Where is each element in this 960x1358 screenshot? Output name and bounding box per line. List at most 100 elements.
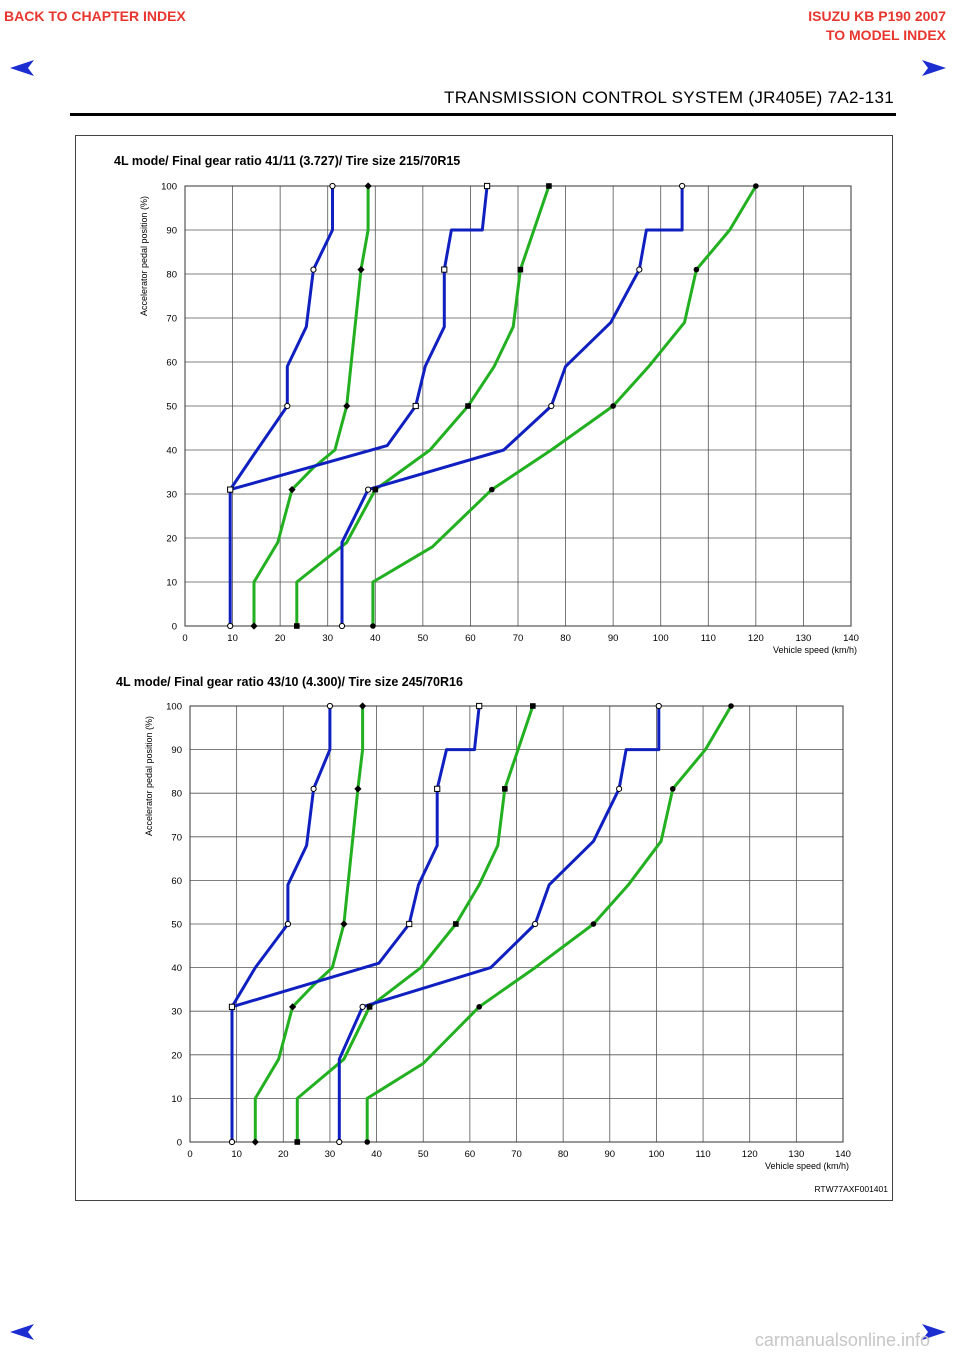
series-line-5 <box>340 186 684 626</box>
data-point <box>669 786 676 792</box>
model-title-link[interactable]: ISUZU KB P190 2007 <box>808 8 946 24</box>
data-point <box>370 623 376 629</box>
x-tick-label: 20 <box>275 633 286 644</box>
series-line-1 <box>228 186 334 626</box>
shift-chart-2: 0 10 20 30 40 50 60 70 80 90 100 110 120 130 140 0 10 20 3… <box>116 675 851 1171</box>
x-tick-label: 80 <box>560 633 571 644</box>
data-point <box>251 1138 259 1146</box>
y-tick-label: 100 <box>161 182 177 193</box>
y-tick-label: 70 <box>166 314 177 325</box>
x-tick-label: 40 <box>371 1149 382 1160</box>
plot-frame <box>189 705 844 1143</box>
x-tick-label: 130 <box>788 1149 804 1160</box>
x-tick-label: 70 <box>511 1149 522 1160</box>
x-tick-label: 20 <box>278 1149 289 1160</box>
data-point <box>441 266 448 273</box>
series-line-2 <box>252 186 370 626</box>
x-tick-label: 50 <box>418 633 429 644</box>
series-line-5 <box>337 706 661 1142</box>
data-point <box>693 266 700 273</box>
next-page-arrow-icon[interactable] <box>920 58 948 78</box>
x-tick-label: 130 <box>795 633 811 644</box>
data-point <box>679 182 686 190</box>
x-tick-label: 120 <box>748 633 764 644</box>
data-point <box>358 702 367 710</box>
data-point <box>548 402 555 410</box>
x-tick-label: 120 <box>742 1149 758 1160</box>
watermark: carmanualsonline.info <box>754 1330 930 1350</box>
y-tick-label: 0 <box>177 1138 182 1149</box>
x-tick-label: 140 <box>835 1149 851 1160</box>
x-tick-label: 10 <box>227 633 238 644</box>
y-tick-label: 60 <box>171 876 182 887</box>
chart-title: 4L mode/ Final gear ratio 43/10 (4.300)/… <box>116 675 463 689</box>
shift-chart-1: 0 10 20 30 40 50 60 70 80 90 100 110 120 130 140 0 10 20 3… <box>114 154 859 655</box>
data-point <box>289 1003 297 1011</box>
data-point <box>329 182 336 190</box>
x-tick-label: 100 <box>653 633 669 644</box>
x-tick-label: 50 <box>418 1149 429 1160</box>
data-point <box>590 921 597 927</box>
model-index-link[interactable]: TO MODEL INDEX <box>825 27 946 43</box>
data-point <box>326 702 334 710</box>
data-point <box>227 486 234 493</box>
data-point <box>288 486 296 494</box>
x-axis-label: Vehicle speed (km/h) <box>765 1161 849 1171</box>
y-tick-label: 90 <box>171 745 182 756</box>
previous-page-arrow-icon-bottom[interactable] <box>8 1322 36 1342</box>
data-point <box>372 486 379 493</box>
series-line-3 <box>229 185 489 492</box>
data-point <box>359 1003 366 1010</box>
y-tick-label: 20 <box>166 534 177 545</box>
data-point <box>294 1139 301 1145</box>
x-axis-label: Vehicle speed (km/h) <box>773 645 857 655</box>
data-point <box>434 785 441 792</box>
y-tick-label: 20 <box>171 1050 182 1061</box>
data-point <box>364 182 372 190</box>
y-tick-label: 90 <box>166 226 177 237</box>
y-tick-label: 10 <box>166 578 177 589</box>
chart-title: 4L mode/ Final gear ratio 41/11 (3.727)/… <box>114 154 460 168</box>
y-tick-label: 100 <box>166 702 182 713</box>
next-page-arrow-icon-bottom[interactable] <box>920 1322 948 1342</box>
plot-frame <box>184 185 852 627</box>
x-tick-label: 10 <box>231 1149 242 1160</box>
x-tick-label: 40 <box>370 633 381 644</box>
data-point <box>546 183 552 189</box>
y-tick-label: 40 <box>166 446 177 457</box>
series-line-1 <box>230 706 332 1142</box>
series-line-4 <box>295 705 535 1142</box>
header-rule <box>70 113 896 116</box>
data-point <box>284 402 291 410</box>
y-tick-label: 30 <box>166 490 177 501</box>
x-tick-label: 70 <box>513 633 524 644</box>
x-tick-label: 30 <box>322 633 333 644</box>
data-point <box>655 702 662 710</box>
section-title: TRANSMISSION CONTROL SYSTEM (JR405E) 7A2… <box>444 88 894 107</box>
series-line-4 <box>295 185 551 626</box>
data-point <box>310 266 317 273</box>
data-point <box>310 785 317 792</box>
x-tick-label: 90 <box>604 1149 615 1160</box>
x-tick-label: 140 <box>843 633 859 644</box>
y-tick-label: 40 <box>171 963 182 974</box>
y-tick-label: 80 <box>166 270 177 281</box>
x-tick-label: 100 <box>648 1149 664 1160</box>
y-tick-label: 10 <box>171 1094 182 1105</box>
data-point <box>357 266 365 274</box>
x-tick-label: 0 <box>182 633 187 644</box>
data-point <box>284 920 292 928</box>
data-point <box>228 1003 236 1010</box>
data-point <box>453 921 459 927</box>
data-point <box>483 182 491 190</box>
data-point <box>354 785 362 793</box>
data-point <box>465 403 471 409</box>
back-to-chapter-index-link[interactable]: BACK TO CHAPTER INDEX <box>4 8 186 24</box>
data-point <box>636 266 643 273</box>
figure-box <box>75 135 893 1201</box>
x-tick-label: 80 <box>558 1149 569 1160</box>
previous-page-arrow-icon[interactable] <box>8 58 36 78</box>
y-tick-label: 70 <box>171 832 182 843</box>
series-line-2 <box>253 706 365 1142</box>
data-point <box>728 703 734 709</box>
